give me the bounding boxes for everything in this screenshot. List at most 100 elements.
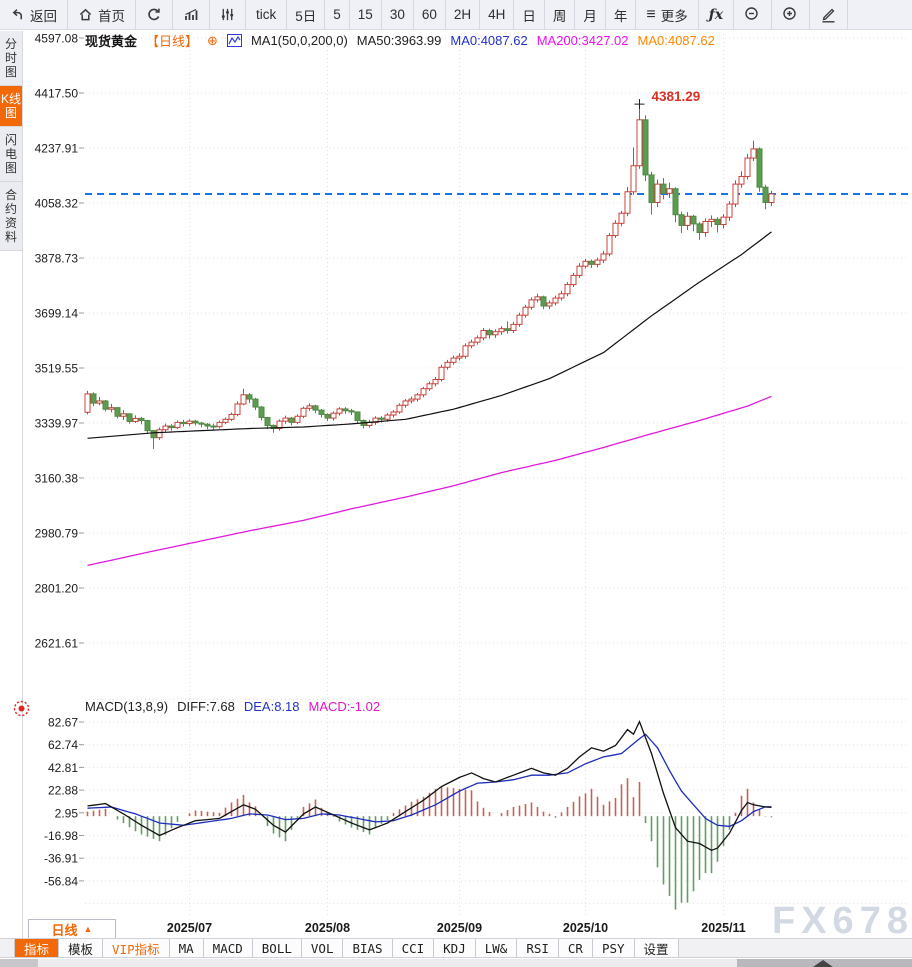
period-month-button[interactable]: 月	[575, 0, 606, 29]
macd-dea-value: DEA:8.18	[243, 699, 300, 714]
tab-psy[interactable]: PSY	[592, 939, 635, 957]
svg-text:4237.91: 4237.91	[35, 141, 79, 155]
period-60m-button[interactable]: 60	[414, 0, 446, 29]
svg-text:3699.14: 3699.14	[35, 307, 79, 321]
ma-config-label: MA1(50,0,200,0)	[250, 33, 348, 48]
symbol-name: 现货黄金	[85, 34, 138, 49]
svg-text:4597.08: 4597.08	[35, 32, 79, 46]
svg-text:-16.98: -16.98	[44, 829, 78, 843]
svg-text:4058.32: 4058.32	[35, 197, 79, 211]
price-macd-chart-canvas[interactable]: 4597.08 4417.50 4237.91 4058.32 3878.73 3699.…	[24, 31, 912, 938]
ma0-blue-value: MA0:4087.62	[450, 33, 528, 48]
sliders-icon	[220, 7, 235, 22]
fx-formula-button[interactable]: ƒx	[699, 0, 735, 29]
tab-bias[interactable]: BIAS	[343, 939, 393, 957]
svg-text:2621.61: 2621.61	[35, 637, 79, 651]
tab-cci[interactable]: CCI	[392, 939, 435, 957]
back-arrow-icon	[10, 7, 25, 22]
tab-template[interactable]: 模板	[59, 939, 104, 957]
svg-text:2025/10: 2025/10	[563, 921, 608, 935]
period-week-button[interactable]: 周	[545, 0, 576, 29]
tab-macd[interactable]: MACD	[203, 939, 253, 957]
tab-vip-indicator[interactable]: VIP指标	[103, 939, 170, 957]
svg-text:-56.84: -56.84	[44, 874, 78, 888]
expand-panel-arrow-icon[interactable]	[813, 960, 833, 967]
svg-text:3878.73: 3878.73	[35, 252, 79, 266]
period-5m-button[interactable]: 5	[325, 0, 350, 29]
sidebar-item-lightning-chart[interactable]: 闪电图	[0, 127, 22, 182]
period-5d-button[interactable]: 5日	[287, 0, 326, 29]
indicator-tab-bar: 指标 模板 VIP指标 MA MACD BOLL VOL BIAS CCI KD…	[0, 938, 912, 958]
tab-rsi[interactable]: RSI	[517, 939, 559, 957]
draw-line-button[interactable]	[810, 0, 849, 29]
tab-settings[interactable]: 设置	[634, 939, 679, 957]
tab-kdj[interactable]: KDJ	[434, 939, 476, 957]
period-15m-button[interactable]: 15	[350, 0, 382, 29]
fx-icon: ƒx	[708, 6, 724, 23]
arrow-up-icon: ▲	[83, 924, 93, 934]
chart-type-button[interactable]	[173, 0, 210, 29]
ma0-orange-value: MA0:4087.62	[637, 33, 715, 48]
scrollbar-left-segment[interactable]	[0, 959, 38, 967]
bottom-scrollbar[interactable]	[0, 959, 912, 967]
menu-icon: ≡	[646, 5, 656, 23]
svg-text:2801.20: 2801.20	[35, 582, 79, 596]
indicator-settings-sun-icon[interactable]	[13, 700, 30, 722]
pencil-icon	[820, 6, 837, 23]
sidebar-item-time-chart[interactable]: 分时图	[0, 31, 22, 86]
back-button[interactable]: 返回	[0, 0, 68, 29]
svg-text:82.67: 82.67	[48, 716, 78, 730]
tab-cr[interactable]: CR	[558, 939, 593, 957]
macd-value: MACD:-1.02	[308, 699, 381, 714]
sidebar-item-contract-info[interactable]: 合约资料	[0, 182, 22, 251]
chart-type-sidebar: 分时图 K线图 闪电图 合约资料	[0, 31, 23, 938]
svg-text:2980.79: 2980.79	[35, 527, 79, 541]
svg-text:3519.55: 3519.55	[35, 362, 79, 376]
ma50-value: MA50:3963.99	[356, 33, 442, 48]
svg-text:4381.29: 4381.29	[652, 89, 701, 104]
sidebar-item-kline-chart[interactable]: K线图	[0, 86, 22, 127]
svg-text:22.88: 22.88	[48, 784, 78, 798]
toolbar-spacer	[848, 0, 912, 29]
svg-text:62.74: 62.74	[48, 738, 78, 752]
tab-boll[interactable]: BOLL	[252, 939, 302, 957]
period-year-button[interactable]: 年	[606, 0, 637, 29]
macd-legend: MACD(13,8,9) DIFF:7.68 DEA:8.18 MACD:-1.…	[85, 699, 380, 714]
tab-ma[interactable]: MA	[169, 939, 204, 957]
svg-text:3339.97: 3339.97	[35, 417, 79, 431]
svg-text:2.95: 2.95	[55, 806, 79, 820]
svg-text:3160.38: 3160.38	[35, 472, 79, 486]
indicator-settings-button[interactable]	[210, 0, 246, 29]
add-indicator-icon[interactable]: ⊕	[207, 32, 218, 48]
macd-name: MACD(13,8,9)	[85, 699, 169, 714]
period-day-button[interactable]: 日	[514, 0, 545, 29]
home-button[interactable]: 首页	[68, 0, 136, 29]
svg-text:2025/07: 2025/07	[167, 921, 212, 935]
bar-chart-icon	[183, 7, 199, 23]
macd-diff-value: DIFF:7.68	[177, 699, 235, 714]
period-tick-button[interactable]: tick	[246, 0, 288, 29]
period-selector[interactable]: 日线 ▲	[28, 919, 116, 939]
tab-vol[interactable]: VOL	[301, 939, 344, 957]
more-button[interactable]: ≡ 更多	[636, 0, 699, 29]
svg-text:2025/08: 2025/08	[305, 921, 350, 935]
scrollbar-thumb[interactable]	[737, 959, 912, 967]
refresh-button[interactable]	[136, 0, 173, 29]
ma200-value: MA200:3427.02	[536, 33, 629, 48]
home-icon	[78, 7, 93, 22]
svg-text:2025/09: 2025/09	[437, 921, 482, 935]
period-label: 【日线】	[146, 34, 199, 49]
svg-text:-36.91: -36.91	[44, 852, 78, 866]
tab-lw[interactable]: LW&	[475, 939, 518, 957]
zoom-in-button[interactable]	[772, 0, 811, 29]
top-toolbar: 返回 首页 tick 5日 5 15 30 60 2H 4H 日 周 月 年 ≡…	[0, 0, 912, 30]
svg-text:4417.50: 4417.50	[35, 86, 79, 100]
period-30m-button[interactable]: 30	[382, 0, 414, 29]
tab-indicator[interactable]: 指标	[14, 939, 60, 957]
period-2h-button[interactable]: 2H	[446, 0, 481, 29]
svg-text:42.81: 42.81	[48, 761, 78, 775]
zoom-out-button[interactable]	[734, 0, 773, 29]
zoom-in-icon	[782, 6, 799, 23]
period-4h-button[interactable]: 4H	[480, 0, 515, 29]
mini-chart-icon	[226, 34, 242, 47]
